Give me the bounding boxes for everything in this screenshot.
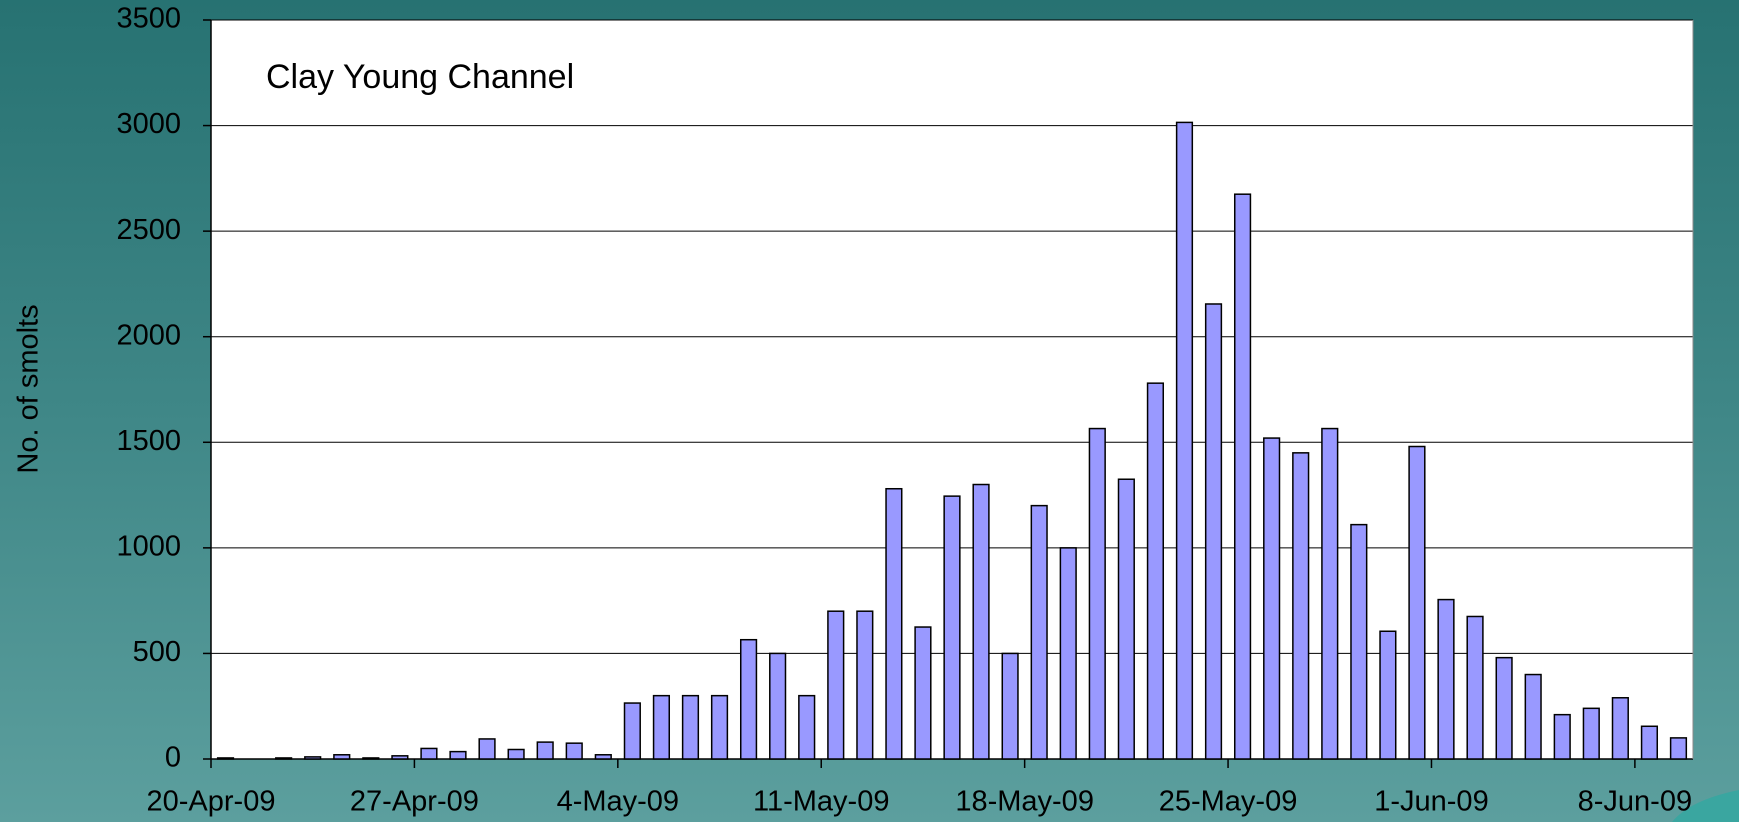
y-tick-label: 2000 [116, 319, 181, 351]
x-tick-label: 18-May-09 [955, 786, 1094, 818]
y-tick-label: 3000 [116, 108, 181, 140]
bar [1321, 427, 1339, 760]
bar [943, 495, 961, 760]
bar [1117, 478, 1135, 760]
bar [710, 694, 729, 760]
bar [1204, 303, 1223, 760]
bar [1175, 121, 1194, 760]
bar [1495, 656, 1513, 760]
y-tick-label: 2500 [116, 214, 181, 246]
bar [1263, 437, 1281, 760]
bar [1001, 652, 1019, 760]
bar [1669, 737, 1688, 760]
bar [623, 702, 641, 760]
bar [827, 610, 845, 760]
x-tick-label: 1-Jun-09 [1374, 786, 1488, 818]
y-tick-label: 3500 [116, 3, 181, 35]
corner-decoration [1672, 790, 1739, 822]
bar [739, 638, 758, 760]
bar [536, 741, 554, 760]
bar [478, 738, 496, 760]
bar [914, 626, 932, 760]
x-tick-label: 20-Apr-09 [147, 786, 276, 818]
bar [1059, 547, 1077, 760]
y-tick-label: 1000 [116, 531, 181, 563]
bar [1088, 427, 1106, 760]
bar [391, 755, 409, 760]
bar [972, 483, 990, 760]
bar [449, 750, 467, 760]
bar [1233, 193, 1252, 760]
bar [856, 610, 874, 760]
bar [1408, 445, 1426, 760]
x-tick-label: 4-May-09 [557, 786, 680, 818]
bar [798, 694, 816, 760]
bar [1292, 452, 1310, 760]
y-axis-label: No. of smolts [13, 304, 45, 473]
bar [1524, 673, 1542, 760]
bar [216, 757, 235, 760]
bar [362, 757, 380, 760]
y-tick-label: 500 [133, 636, 181, 668]
bar [1553, 713, 1571, 760]
bar [1146, 382, 1165, 760]
bar [1030, 504, 1048, 760]
bar [1350, 523, 1368, 760]
x-tick-label: 25-May-09 [1159, 786, 1298, 818]
bar [769, 652, 787, 760]
bar [1582, 707, 1600, 760]
bar [275, 757, 293, 760]
bar [420, 747, 438, 760]
bar [1437, 598, 1455, 760]
bar [1640, 725, 1659, 760]
bar [507, 748, 525, 760]
bar [1611, 697, 1629, 760]
y-tick-label: 0 [165, 742, 181, 774]
bar [1466, 615, 1484, 760]
chart-title: Clay Young Channel [266, 58, 574, 96]
x-tick-label: 8-Jun-09 [1578, 786, 1692, 818]
x-tick-label: 27-Apr-09 [350, 786, 479, 818]
bar [652, 694, 671, 760]
bar [1379, 630, 1397, 760]
bar [681, 694, 700, 760]
bar [565, 742, 583, 760]
x-tick-label: 11-May-09 [753, 786, 889, 818]
bar [594, 754, 612, 760]
bar [333, 754, 351, 760]
y-tick-label: 1500 [116, 425, 181, 457]
bar [885, 487, 903, 760]
bar [304, 756, 322, 760]
